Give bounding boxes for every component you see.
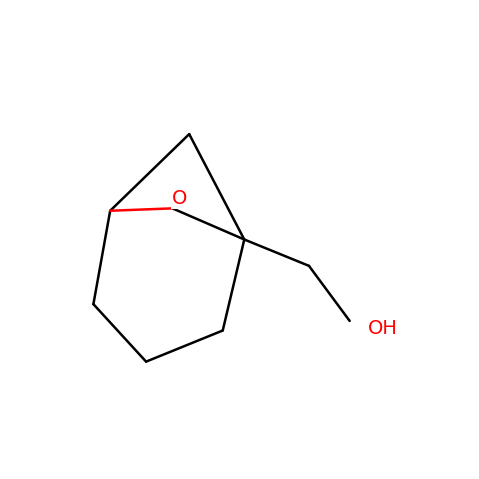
Text: OH: OH bbox=[368, 319, 398, 338]
Text: O: O bbox=[172, 189, 187, 208]
